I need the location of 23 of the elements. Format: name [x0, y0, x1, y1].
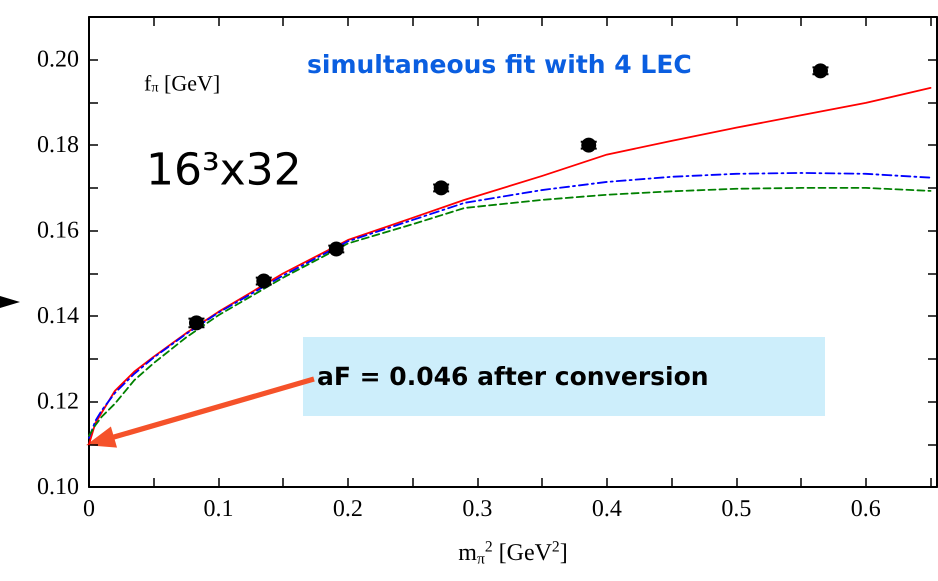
y-tick-label: 0.10	[37, 474, 79, 500]
y-tick-label: 0.16	[37, 218, 79, 244]
x-tick-label: 0.4	[592, 496, 622, 522]
x-tick-label: 0.3	[462, 496, 492, 522]
y-axis-title: fπ [GeV]	[144, 70, 220, 96]
y-tick-label: 0.14	[37, 303, 79, 330]
y-tick-label: 0.20	[37, 46, 79, 73]
point	[581, 138, 596, 153]
point	[812, 63, 828, 78]
x-tick-label: 0.1	[203, 496, 234, 522]
y-tick-label: 0.18	[37, 132, 79, 158]
point	[188, 315, 204, 330]
point	[256, 274, 272, 289]
point	[328, 242, 344, 257]
annotation: 16³x32	[146, 144, 302, 196]
annotation: aF = 0.046 after conversion	[317, 362, 709, 391]
x-tick-label: 0.5	[721, 496, 752, 522]
x-tick-label: 0	[83, 496, 95, 522]
annotation: simultaneous fit with 4 LEC	[307, 50, 692, 79]
x-tick-label: 0.2	[332, 496, 363, 522]
x-tick-label: 0.6	[850, 496, 881, 522]
point	[434, 180, 449, 196]
y-tick-label: 0.12	[37, 388, 79, 415]
